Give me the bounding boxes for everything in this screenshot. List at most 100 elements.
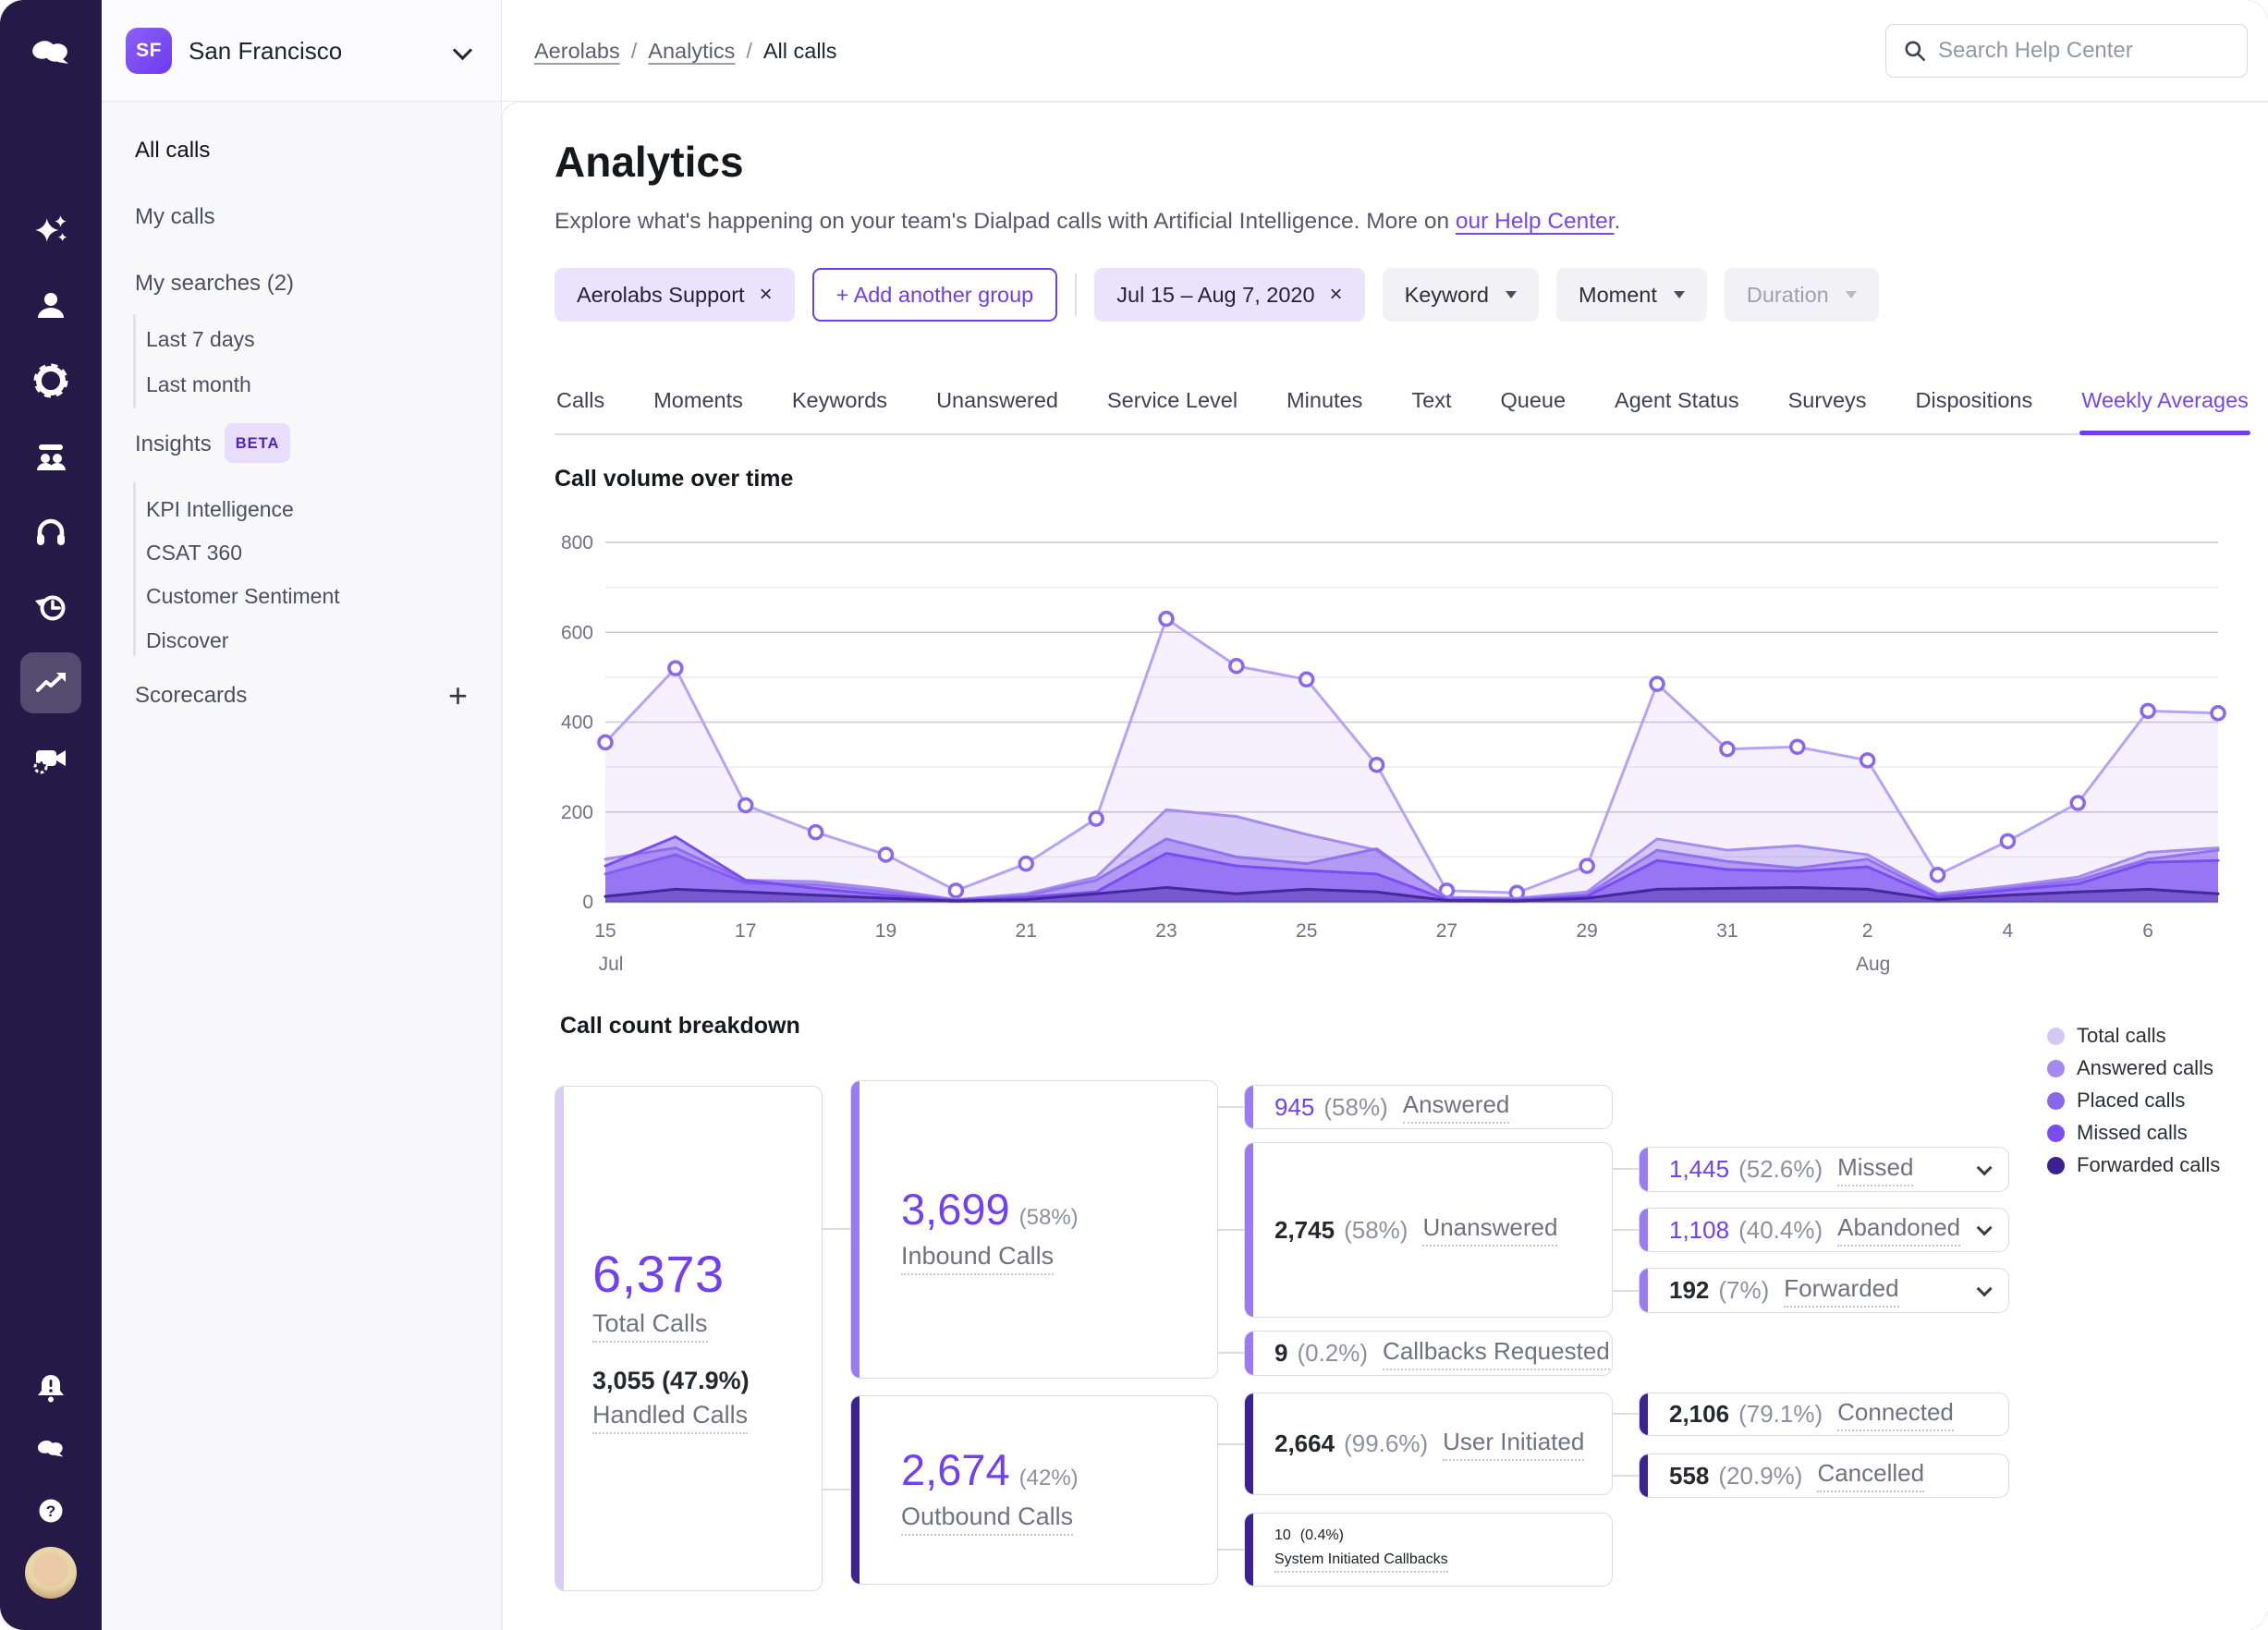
chevron-down-icon[interactable] [1976,1280,1993,1296]
tab-weekly-averages[interactable]: Weekly Averages [2079,375,2250,435]
connector-line [1613,1290,1639,1292]
system-initiated-value: 10 [1274,1527,1291,1543]
sidebar: SF San Francisco All calls My calls My s… [102,0,502,1630]
connected-pct: (79.1%) [1738,1400,1823,1428]
tab-queue[interactable]: Queue [1500,388,1567,412]
handled-calls-value: 3,055 (47.9%) [592,1366,750,1394]
chevron-down-icon[interactable] [1976,1159,1993,1175]
tab-dispositions[interactable]: Dispositions [1915,388,2033,412]
add-group-button[interactable]: + Add another group [811,268,1058,322]
handled-calls-label: Handled Calls [592,1401,749,1434]
analytics-trend-icon[interactable] [20,652,81,713]
sidebar-item-all-calls[interactable]: All calls [135,138,211,163]
remove-group-filter-icon[interactable]: × [759,282,773,307]
user-avatar[interactable] [20,1542,81,1603]
forwarded-label: Forwarded [1784,1274,1899,1308]
tab-text[interactable]: Text [1411,388,1452,412]
sidebar-item-my-calls[interactable]: My calls [135,204,215,229]
add-group-label: + Add another group [835,282,1034,307]
coaching-team-icon[interactable] [20,426,81,487]
workspace-switcher[interactable]: SF San Francisco [102,0,501,102]
person-glyph [38,293,64,318]
group-filter-label: Aerolabs Support [577,282,745,307]
svg-text:800: 800 [561,532,593,553]
breadcrumb-separator: / [630,38,638,63]
tab-moments[interactable]: Moments [653,388,743,412]
search-input[interactable] [1938,38,2230,64]
help-search-box[interactable] [1885,24,2248,78]
date-range-chip[interactable]: Jul 15 – Aug 7, 2020 × [1094,268,1365,322]
sidebar-item-scorecards[interactable]: Scorecards [135,683,248,708]
help-icon[interactable]: ? [20,1480,81,1541]
connector-line [1218,1229,1244,1231]
connector-line [1613,1168,1639,1170]
chevron-down-icon[interactable] [1976,1220,1993,1236]
tab-service-level[interactable]: Service Level [1107,388,1238,412]
add-scorecard-button[interactable]: + [447,676,468,714]
breadcrumb-analytics[interactable]: Analytics [648,38,736,63]
help-center-link[interactable]: our Help Center [1455,209,1615,234]
tab-surveys[interactable]: Surveys [1787,388,1867,412]
svg-text:21: 21 [1016,920,1037,942]
system-initiated-label: System Initiated Callbacks [1274,1551,1448,1573]
legend-label: Forwarded calls [2077,1153,2221,1176]
beta-badge: BETA [224,423,291,463]
filter-divider [1075,274,1078,316]
chart-title: Call volume over time [555,466,794,492]
sub-items-rule [133,482,136,656]
sidebar-item-discover[interactable]: Discover [146,628,229,652]
tab-agent-status[interactable]: Agent Status [1615,388,1739,412]
main-area: Aerolabs / Analytics / All calls Analyti… [502,0,2268,1630]
meetings-camera-icon[interactable] [20,729,81,790]
legend-dot [2047,1091,2065,1110]
sidebar-item-last-7-days[interactable]: Last 7 days [146,327,255,351]
workspace-badge: SF [126,28,172,74]
date-range-label: Jul 15 – Aug 7, 2020 [1116,282,1315,307]
moment-label: Moment [1579,282,1657,307]
cancelled-value: 558 [1669,1461,1710,1490]
tab-unanswered[interactable]: Unanswered [936,388,1058,412]
breakdown-node-inbound-calls: 3,699 (58%) Inbound Calls [850,1080,1218,1379]
breakdown-node-connected: 2,106 (79.1%) Connected [1639,1393,2009,1436]
breadcrumb-separator: / [746,38,752,63]
duration-dropdown[interactable]: Duration [1724,268,1879,322]
answered-value: 945 [1274,1092,1315,1121]
legend-item: Placed calls [2047,1089,2220,1113]
dialpad-mini-icon[interactable] [20,1418,81,1479]
sidebar-item-customer-sentiment[interactable]: Customer Sentiment [146,584,340,608]
sidebar-item-insights[interactable]: Insights BETA [135,423,291,463]
settings-gear-icon[interactable] [20,350,81,411]
page-title: Analytics [555,138,744,186]
moment-dropdown[interactable]: Moment [1556,268,1707,322]
history-icon[interactable] [20,577,81,638]
group-filter-chip[interactable]: Aerolabs Support × [555,268,795,322]
connector-line [1218,1443,1244,1445]
dialpad-logo-icon[interactable] [20,22,81,83]
sidebar-item-kpi-intelligence[interactable]: KPI Intelligence [146,497,294,521]
headset-glyph [37,518,65,545]
sidebar-item-my-searches[interactable]: My searches (2) [135,271,295,296]
gear-glyph [33,363,68,398]
connector-line [823,1228,850,1230]
outbound-label: Outbound Calls [901,1502,1074,1536]
sidebar-item-last-month[interactable]: Last month [146,372,251,396]
sidebar-item-csat-360[interactable]: CSAT 360 [146,541,242,565]
ai-sparkles-icon[interactable] [20,200,81,261]
sub-items-rule [133,314,136,408]
tab-keywords[interactable]: Keywords [791,388,888,412]
svg-text:600: 600 [561,622,593,643]
keyword-dropdown[interactable]: Keyword [1382,268,1539,322]
tab-minutes[interactable]: Minutes [1286,388,1363,412]
notifications-bell-icon[interactable] [20,1357,81,1418]
support-headset-icon[interactable] [20,502,81,563]
svg-text:4: 4 [2003,920,2014,942]
svg-text:0: 0 [582,892,593,913]
breadcrumb-aerolabs[interactable]: Aerolabs [534,38,620,63]
outbound-value: 2,674 [901,1445,1010,1494]
tab-calls[interactable]: Calls [556,388,605,412]
total-calls-value: 6,373 [592,1244,725,1303]
remove-date-filter-icon[interactable]: × [1329,282,1343,307]
contacts-icon[interactable] [20,274,81,335]
chevron-down-icon [1845,291,1857,298]
